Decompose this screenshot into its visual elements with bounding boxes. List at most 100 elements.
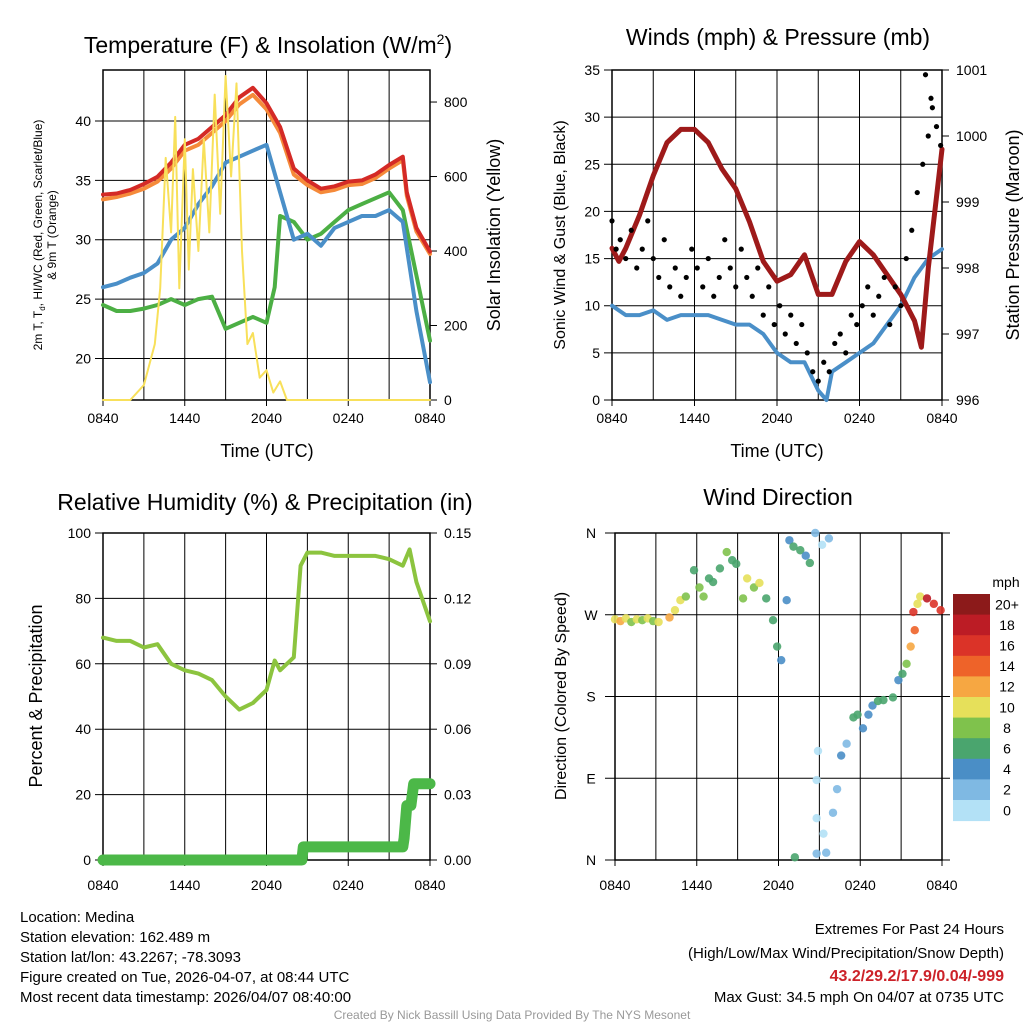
legend-swatch xyxy=(953,717,990,739)
winds-chart: 0840 1440 2040 0240 0840 0 5 10 15 20 25 30 35 996 997… xyxy=(584,62,987,426)
direction-point xyxy=(654,617,663,627)
y-tick-label: 25 xyxy=(584,156,600,172)
gust-point xyxy=(821,359,827,365)
y-tick-label: 100 xyxy=(68,525,92,541)
y-tick-label: 0 xyxy=(592,392,600,408)
gust-point xyxy=(826,369,832,375)
gust-point xyxy=(771,321,777,328)
gust-point xyxy=(667,284,673,290)
gust-point xyxy=(609,218,615,224)
legend-swatch xyxy=(953,655,990,677)
legend-label: 4 xyxy=(1003,761,1011,777)
series-line-precipitation xyxy=(97,778,436,866)
gust-point xyxy=(938,142,944,149)
y-tick-label: E xyxy=(586,770,595,786)
direction-point xyxy=(922,594,932,603)
direction-point xyxy=(732,559,741,569)
direction-point xyxy=(864,710,873,719)
legend-swatch xyxy=(953,676,990,698)
gust-point xyxy=(887,321,893,328)
x-tick-label: 0240 xyxy=(844,410,875,426)
humidity-chart: 0840 1440 2040 0240 08400204060801000.000.03… xyxy=(68,525,472,893)
y2-tick-label: 996 xyxy=(956,392,980,408)
x-tick-label: 1440 xyxy=(681,877,712,893)
direction-point xyxy=(708,577,718,587)
legend-label: 16 xyxy=(999,638,1015,654)
x-tick-label: 2040 xyxy=(251,877,282,893)
gust-point xyxy=(914,189,920,196)
direction-point xyxy=(906,642,915,651)
gust-point xyxy=(705,255,711,262)
direction-point xyxy=(812,849,821,858)
x-tick-label: 2040 xyxy=(763,877,794,893)
y2-axis-label-pressure: Station Pressure (Maroon) xyxy=(1003,129,1023,340)
legend-swatch xyxy=(953,800,990,822)
direction-point xyxy=(789,542,798,551)
legend-label: 6 xyxy=(1003,741,1011,757)
direction-point xyxy=(805,558,815,568)
gust-point xyxy=(617,237,623,243)
y2-tick-label: 0 xyxy=(444,392,452,408)
gust-point xyxy=(837,331,843,337)
y-tick-label: 0 xyxy=(83,852,91,868)
y2-tick-label: 999 xyxy=(956,194,980,210)
direction-point xyxy=(902,659,911,668)
y-tick-label: 40 xyxy=(75,113,91,129)
gust-point xyxy=(843,350,849,356)
direction-point xyxy=(879,695,888,705)
y2-tick-label: 200 xyxy=(444,318,468,334)
direction-point xyxy=(894,675,903,685)
gust-point xyxy=(782,331,788,337)
max-gust-text: Max Gust: 34.5 mph On 04/07 at 0735 UTC xyxy=(714,989,1004,1006)
series-line-relative-humidity xyxy=(101,547,432,712)
y2-tick-label: 0.03 xyxy=(444,787,471,803)
gust-point xyxy=(672,265,678,271)
gust-point xyxy=(909,227,915,233)
direction-point xyxy=(828,808,838,817)
x-tick-label: 0240 xyxy=(845,877,876,893)
series-line-wind-chill xyxy=(101,142,432,385)
direction-point xyxy=(858,724,868,733)
gust-point xyxy=(920,161,926,167)
direction-point xyxy=(722,547,731,557)
gust-point xyxy=(903,255,909,262)
gust-point xyxy=(870,312,876,318)
chart-title-humidity: Relative Humidity (%) & Precipitation (i… xyxy=(57,489,472,515)
y-tick-label: 5 xyxy=(592,345,600,361)
direction-point xyxy=(842,739,851,748)
series-line-wind-speed xyxy=(610,247,944,402)
direction-point xyxy=(853,710,862,719)
gust-point xyxy=(788,312,794,318)
legend-label: 20+ xyxy=(995,596,1019,612)
y2-tick-label: 998 xyxy=(956,260,980,276)
x-tick-label: 0840 xyxy=(596,410,627,426)
y2-tick-label: 0.06 xyxy=(444,721,471,737)
y2-tick-label: 1000 xyxy=(956,128,987,144)
gust-point xyxy=(777,303,783,309)
direction-point xyxy=(916,592,925,601)
x-tick-label: 1440 xyxy=(679,410,710,426)
direction-point xyxy=(699,592,708,601)
location-text: Location: Medina xyxy=(20,909,135,926)
y-tick-label: 20 xyxy=(75,350,91,366)
gust-point xyxy=(749,293,755,299)
legend-label: 12 xyxy=(999,679,1015,695)
gust-point xyxy=(683,274,689,281)
y2-tick-label: 997 xyxy=(956,326,980,342)
gust-point xyxy=(793,340,799,347)
gust-point xyxy=(799,321,805,328)
direction-point xyxy=(812,775,821,785)
gust-point xyxy=(766,284,772,290)
legend-label: 8 xyxy=(1003,720,1011,736)
gust-point xyxy=(634,265,640,271)
legend-swatch xyxy=(953,697,990,719)
direction-point xyxy=(832,784,842,794)
direction-point xyxy=(824,534,834,543)
gust-point xyxy=(689,246,695,252)
y2-tick-label: 0.09 xyxy=(444,656,471,672)
y2-tick-label: 0.00 xyxy=(444,852,471,868)
direction-point xyxy=(772,642,782,651)
y-tick-label: 60 xyxy=(75,656,91,672)
gust-point xyxy=(929,105,935,111)
direction-point xyxy=(738,594,748,603)
